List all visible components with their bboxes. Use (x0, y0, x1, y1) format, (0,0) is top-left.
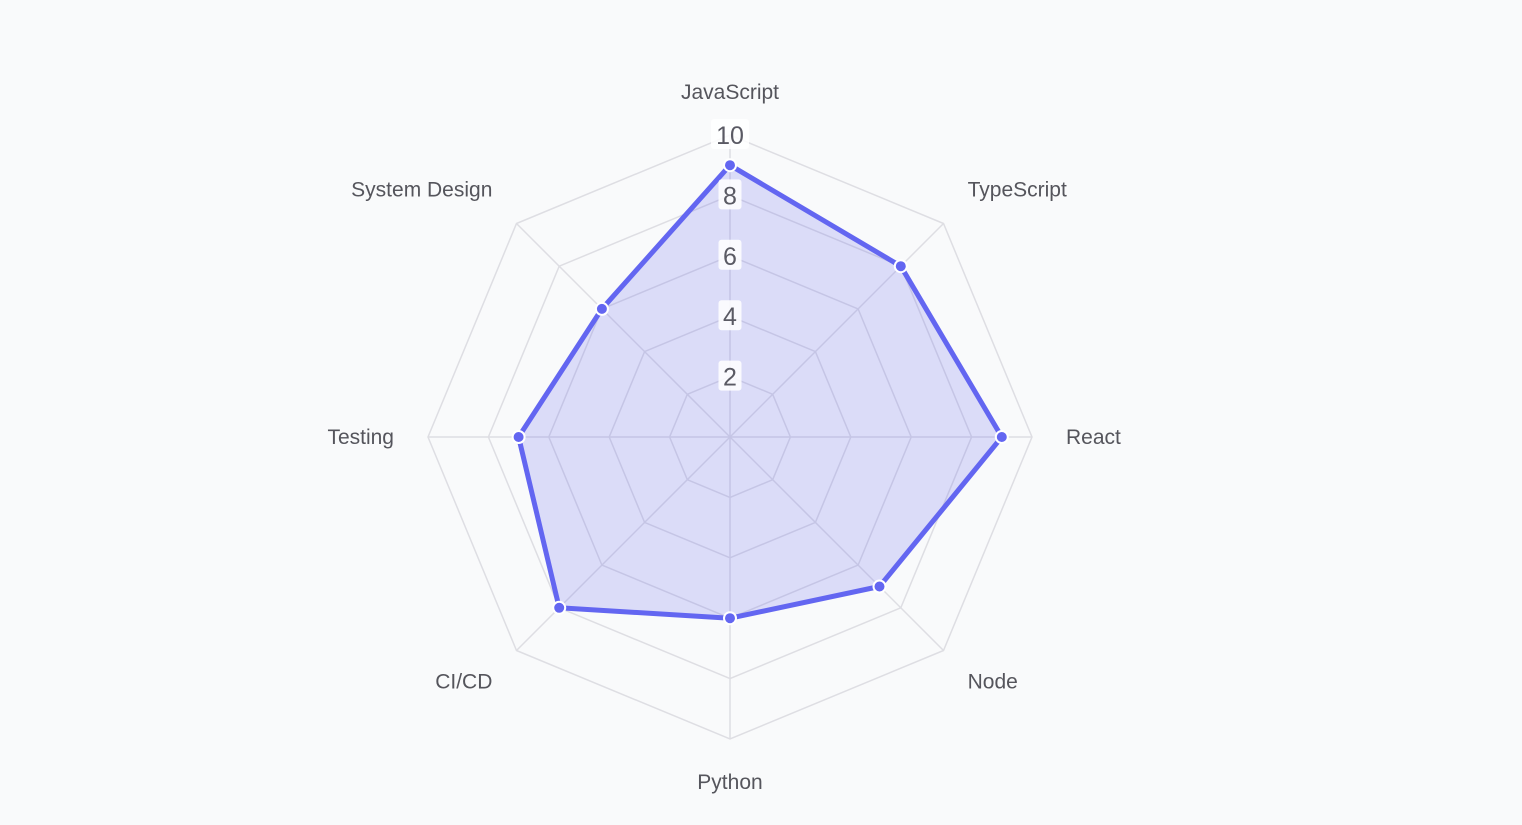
tick-label-bg (718, 239, 742, 270)
axis-label-ci-cd: CI/CD (435, 671, 492, 694)
data-point-ci-cd[interactable] (552, 600, 567, 615)
data-point-testing[interactable] (511, 430, 526, 444)
tick-label: 8 (723, 182, 737, 210)
axis-line-system-design (515, 222, 731, 438)
data-point-node[interactable] (872, 579, 887, 594)
data-point-react[interactable] (994, 430, 1009, 444)
axis-label-node: Node (968, 671, 1018, 694)
tick-label: 6 (723, 243, 737, 271)
axis-label-javascript: JavaScript (681, 81, 779, 104)
series-layer (511, 158, 1009, 626)
data-point-typescript[interactable] (893, 259, 908, 274)
tick-label-bg (718, 360, 742, 391)
axis-label-react: React (1066, 426, 1121, 449)
tick-label: 10 (716, 122, 744, 150)
tick-label-bg (718, 300, 742, 331)
tick-label-bg (711, 119, 749, 149)
axis-label-typescript: TypeScript (968, 178, 1067, 201)
axis-line-node (729, 436, 945, 652)
data-point-python[interactable] (723, 611, 737, 626)
label-layer: JavaScript TypeScript React Node Python CI/CD… (327, 81, 1121, 794)
tick-layer: 2 4 6 8 10 (711, 119, 749, 392)
data-point-javascript[interactable] (723, 158, 737, 173)
tick-label: 2 (723, 364, 737, 392)
data-point-system-design[interactable] (594, 301, 609, 316)
axis-line-ci-cd (515, 436, 731, 652)
axis-label-python: Python (697, 771, 762, 794)
tick-label: 4 (723, 303, 737, 331)
axis-label-system-design: System Design (351, 178, 492, 201)
series-area (516, 162, 1005, 621)
axis-label-testing: Testing (327, 426, 394, 449)
axis-line-typescript (729, 222, 945, 438)
tick-label-bg (718, 179, 742, 210)
